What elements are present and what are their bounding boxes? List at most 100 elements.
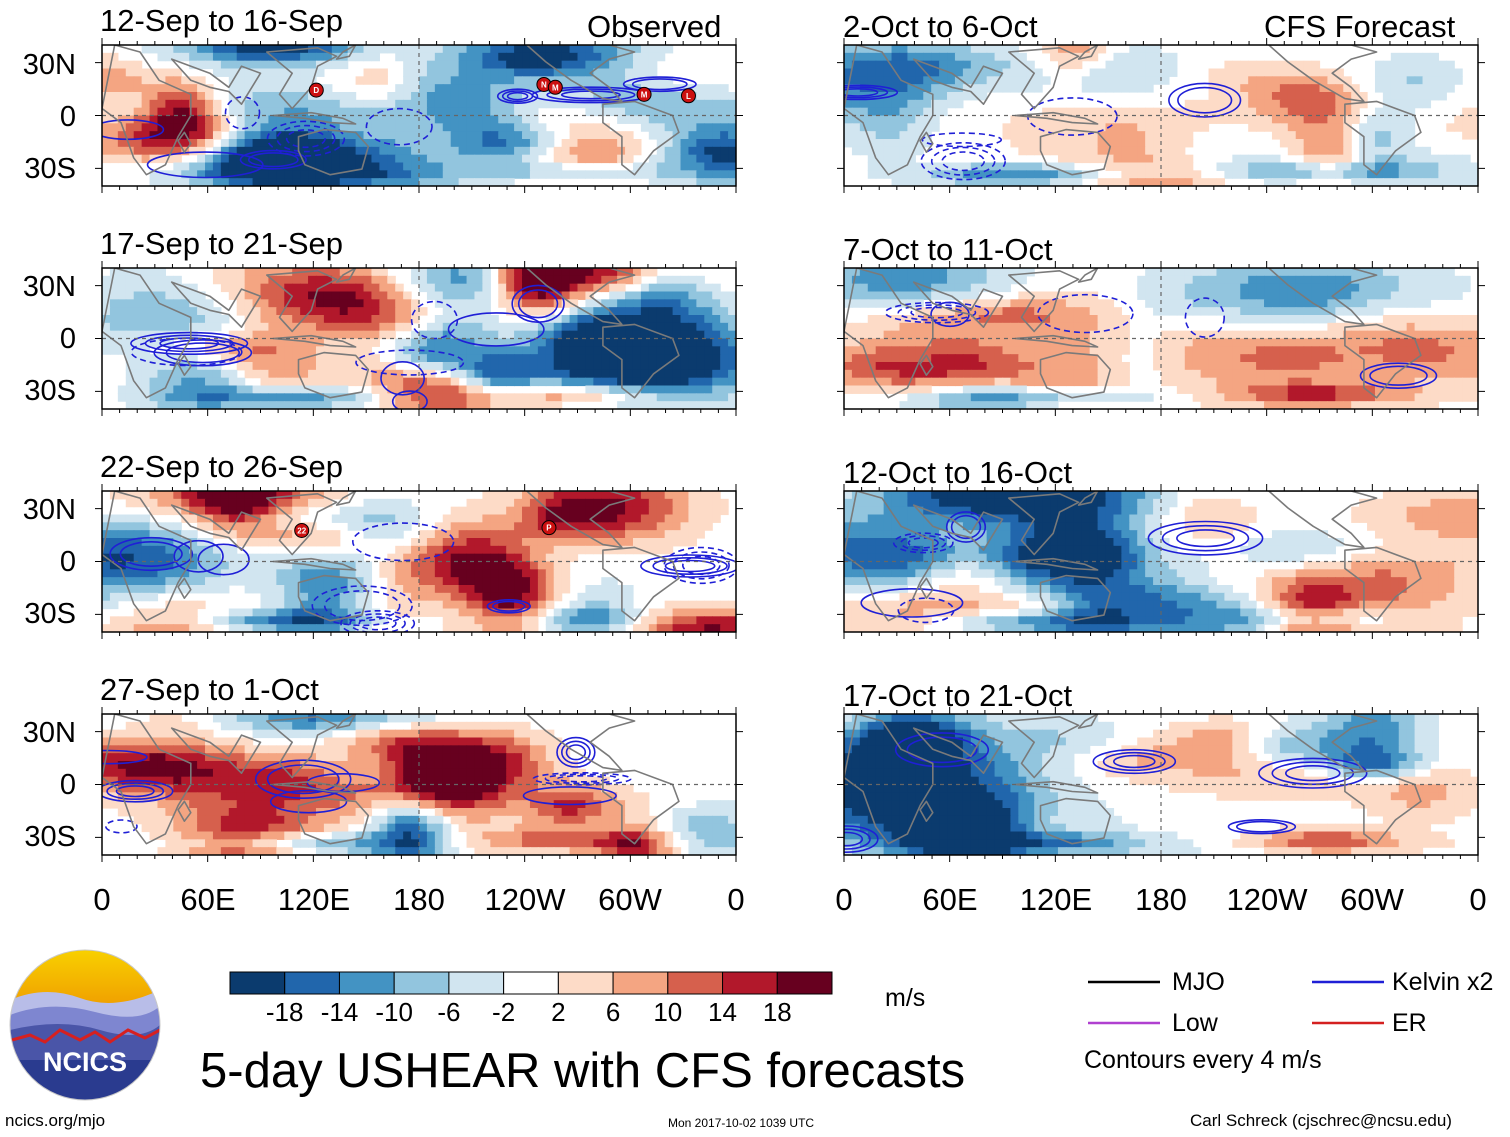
shear-cell xyxy=(426,600,436,610)
shear-cell xyxy=(522,84,531,93)
shear-cell xyxy=(672,401,682,409)
shear-cell xyxy=(426,393,436,402)
shear-cell xyxy=(308,275,317,285)
shear-cell xyxy=(157,721,166,731)
shear-cell xyxy=(252,338,262,347)
shear-cell xyxy=(498,283,507,293)
shear-cell xyxy=(466,275,476,285)
shear-cell xyxy=(625,491,634,500)
shear-cell xyxy=(355,522,365,531)
shear-cell xyxy=(704,823,713,833)
lat-label-30s: 30S xyxy=(24,153,76,185)
shear-cell xyxy=(474,346,483,355)
shear-cell xyxy=(482,377,491,387)
shear-cell xyxy=(197,315,206,324)
shear-cell xyxy=(490,538,499,547)
shear-cell xyxy=(664,514,674,523)
shear-cell xyxy=(522,624,531,632)
shear-cell xyxy=(292,170,301,179)
shear-cell xyxy=(387,162,396,171)
shear-cell xyxy=(331,714,341,723)
shear-cell xyxy=(450,561,460,570)
shear-cell xyxy=(688,538,697,547)
shear-cell xyxy=(109,737,119,746)
shear-cell xyxy=(537,139,547,148)
shear-cell xyxy=(371,268,380,277)
shear-cell xyxy=(466,569,476,578)
shear-cell xyxy=(284,283,293,293)
shear-cell xyxy=(236,823,246,833)
kelvin-contour xyxy=(159,337,220,350)
shear-cell xyxy=(537,577,547,586)
shear-cell xyxy=(434,299,444,308)
shear-cell xyxy=(212,577,222,586)
shear-cell xyxy=(506,401,515,409)
shear-cell xyxy=(482,815,491,825)
shear-cell xyxy=(712,131,721,140)
kelvin-contour xyxy=(247,152,299,168)
shear-cell xyxy=(125,131,135,140)
shear-cell xyxy=(308,107,317,117)
shear-cell xyxy=(181,139,190,148)
shear-cell xyxy=(284,585,293,594)
shear-cell xyxy=(680,369,690,379)
shear-cell xyxy=(181,569,190,578)
shear-cell xyxy=(688,170,697,179)
shear-cell xyxy=(292,616,301,625)
coastline xyxy=(170,504,262,552)
shear-cell xyxy=(426,800,436,809)
shear-cell xyxy=(442,60,452,70)
shear-cell xyxy=(403,761,412,770)
shear-cell xyxy=(133,729,143,739)
shear-cell xyxy=(712,123,721,132)
shear-cell xyxy=(157,585,166,594)
shear-cell xyxy=(545,268,555,277)
shear-cell xyxy=(260,131,270,140)
shear-cell xyxy=(688,616,697,625)
coastline xyxy=(297,351,370,399)
shear-cell xyxy=(331,616,341,625)
shear-cell xyxy=(205,745,214,754)
shear-cell xyxy=(522,275,531,285)
shear-cell xyxy=(284,514,293,523)
shear-cell xyxy=(585,307,594,316)
shear-cell xyxy=(331,393,341,402)
shear-cell xyxy=(609,45,618,54)
shear-cell xyxy=(268,170,277,179)
shear-cell xyxy=(450,146,460,156)
shear-cell xyxy=(434,60,444,70)
shear-cell xyxy=(545,624,555,632)
shear-cell xyxy=(640,338,650,347)
shear-cell xyxy=(165,506,174,516)
shear-cell xyxy=(109,768,119,778)
shear-cell xyxy=(331,139,341,148)
shear-cell xyxy=(593,624,602,632)
kelvin-contour xyxy=(631,78,688,91)
shear-cell xyxy=(632,538,642,547)
shear-cell xyxy=(331,170,341,179)
shear-cell xyxy=(403,84,412,93)
shear-cell xyxy=(355,761,365,770)
shear-cell xyxy=(205,315,214,324)
shear-cell xyxy=(450,776,460,786)
shear-cell xyxy=(339,315,349,324)
shear-cell xyxy=(387,776,396,786)
shear-cell xyxy=(197,84,206,93)
shear-cell xyxy=(395,99,404,109)
shear-cell xyxy=(593,76,602,85)
shear-cell xyxy=(434,577,444,586)
shear-cell xyxy=(514,600,523,610)
shear-cell xyxy=(672,354,682,363)
coastline xyxy=(602,100,680,176)
shear-cell xyxy=(125,146,135,156)
shear-cell xyxy=(379,322,388,332)
shear-cell xyxy=(212,60,222,70)
shear-cell xyxy=(244,608,254,617)
shear-cell xyxy=(205,162,214,171)
shear-cell xyxy=(363,170,373,179)
shear-cell xyxy=(220,123,230,132)
shear-cell xyxy=(419,115,428,124)
shear-cell xyxy=(450,729,460,739)
shear-cell xyxy=(387,784,396,793)
shear-cell xyxy=(181,784,190,793)
